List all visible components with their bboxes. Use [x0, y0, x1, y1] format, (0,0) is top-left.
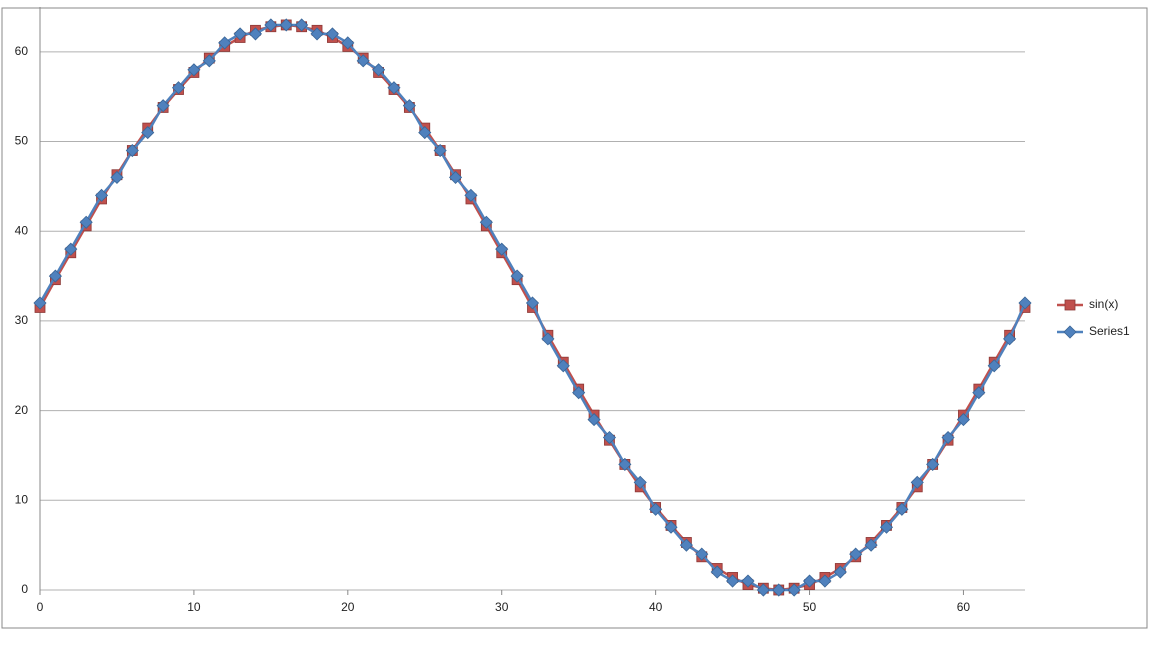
marker	[525, 296, 540, 310]
legend-label: sin(x)	[1089, 297, 1118, 311]
marker	[418, 126, 432, 140]
marker	[356, 54, 370, 68]
y-tick-label: 30	[15, 313, 29, 327]
x-tick-label: 20	[341, 600, 355, 614]
marker	[802, 574, 817, 588]
marker	[618, 457, 632, 471]
marker	[710, 565, 724, 579]
marker	[741, 574, 755, 588]
marker	[649, 502, 663, 516]
marker	[325, 27, 339, 41]
marker	[402, 99, 416, 113]
marker	[94, 188, 109, 202]
marker	[572, 386, 586, 400]
marker	[48, 269, 62, 283]
marker	[510, 269, 524, 283]
y-tick-label: 40	[15, 223, 29, 237]
marker	[1003, 332, 1017, 346]
x-tick-label: 0	[37, 600, 44, 614]
marker	[125, 143, 139, 158]
marker	[79, 215, 93, 229]
x-tick-label: 50	[803, 600, 817, 614]
x-tick-label: 40	[649, 600, 663, 614]
y-tick-label: 50	[15, 134, 29, 148]
x-tick-label: 60	[957, 600, 971, 614]
marker	[248, 27, 263, 41]
marker	[587, 413, 601, 427]
marker	[926, 457, 940, 471]
marker	[695, 547, 709, 561]
marker	[264, 18, 278, 32]
marker	[341, 36, 355, 50]
marker	[849, 547, 863, 561]
marker	[772, 583, 786, 597]
marker	[987, 359, 1001, 373]
marker	[372, 63, 386, 77]
marker	[833, 565, 847, 579]
marker	[218, 36, 232, 50]
marker	[556, 359, 570, 373]
marker	[972, 386, 986, 400]
marker	[433, 143, 447, 158]
y-tick-label: 0	[21, 582, 28, 596]
marker	[495, 242, 509, 256]
marker	[756, 583, 770, 597]
marker	[818, 574, 832, 588]
marker	[448, 170, 463, 184]
marker	[156, 99, 170, 113]
marker	[679, 538, 693, 552]
y-tick-label: 60	[15, 44, 29, 58]
marker	[664, 520, 678, 534]
y-tick-label: 10	[15, 492, 29, 506]
x-tick-label: 10	[187, 600, 201, 614]
legend-marker	[1063, 325, 1077, 339]
marker	[233, 27, 247, 41]
marker	[202, 54, 216, 68]
marker	[633, 475, 647, 489]
marker	[110, 170, 124, 184]
marker	[295, 18, 309, 32]
marker	[956, 413, 971, 427]
chart-border	[1, 7, 1148, 629]
marker	[279, 18, 293, 32]
marker	[171, 81, 186, 95]
marker	[787, 583, 801, 597]
marker	[387, 81, 401, 95]
marker	[187, 63, 201, 77]
y-tick-label: 20	[15, 403, 29, 417]
marker	[141, 126, 155, 140]
marker	[895, 502, 909, 516]
legend-label: Series1	[1089, 324, 1130, 338]
marker	[726, 574, 740, 588]
marker	[464, 188, 478, 202]
marker	[33, 296, 47, 310]
marker	[310, 27, 324, 41]
marker	[941, 430, 955, 445]
marker	[864, 538, 878, 552]
x-tick-label: 30	[495, 600, 509, 614]
marker	[64, 242, 78, 256]
marker	[879, 520, 894, 534]
marker	[910, 475, 924, 489]
marker	[602, 430, 617, 445]
marker	[1018, 296, 1032, 310]
marker	[479, 215, 493, 229]
legend-marker	[1064, 299, 1076, 311]
marker	[541, 332, 555, 346]
